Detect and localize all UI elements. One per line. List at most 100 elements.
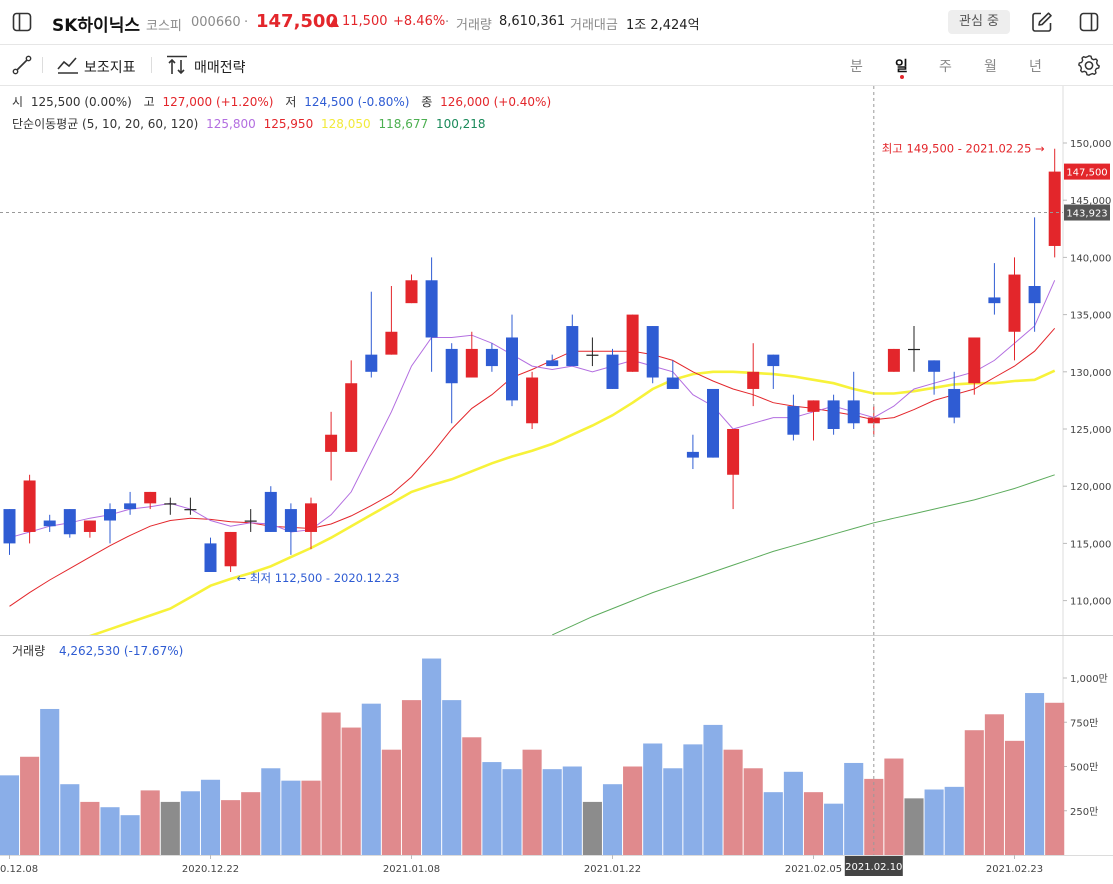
price-tick-label: 150,000 (1070, 139, 1111, 150)
volume-bar (301, 780, 321, 855)
candle-body (164, 503, 177, 505)
volume-bar (663, 768, 683, 855)
volume-info-value: 4,262,530 (-17.67%) (58, 644, 184, 658)
date-tick-label: 2020.12.08 (0, 864, 38, 875)
line-draw-icon[interactable] (12, 55, 32, 75)
price-tick-label: 130,000 (1070, 368, 1111, 379)
volume-bar (0, 775, 20, 855)
up-triangle-icon (329, 18, 339, 27)
crosshair-price-tag-label: 143,923 (1066, 209, 1107, 220)
low-value: 124,500 (-0.80%) (304, 95, 410, 109)
candle-body (485, 348, 498, 367)
period-year[interactable]: 년 (1029, 59, 1042, 75)
candle-body (686, 451, 699, 458)
volume-bar (602, 784, 623, 855)
stock-code: 000660 (191, 15, 241, 30)
crosshair-date-tag (844, 856, 903, 876)
high-value: 127,000 (+1.20%) (162, 95, 274, 109)
candle-body (807, 400, 820, 412)
candle-body (425, 280, 438, 338)
period-week[interactable]: 주 (939, 59, 952, 75)
price-chart[interactable]: 150,000 145,000 140,000 135,000 130,000 125,0… (0, 86, 1113, 884)
volume-bar (783, 771, 803, 855)
date-tick-label: 2021.02.05 (785, 864, 842, 875)
watchlist-button[interactable]: 관심 중 (948, 10, 1010, 34)
candle-body (1028, 286, 1041, 304)
candle-body (626, 314, 639, 372)
split-panel-icon[interactable] (1079, 12, 1099, 32)
candle-body (3, 509, 16, 544)
strategy-icon (167, 55, 187, 75)
sidebar-toggle-icon[interactable] (12, 12, 32, 32)
volume-bar (100, 807, 120, 855)
gear-icon[interactable] (1078, 54, 1100, 76)
candle-body (707, 388, 719, 458)
amount-label: 거래대금 (570, 18, 618, 33)
volume-bar (20, 756, 40, 855)
volume-bar (924, 789, 944, 855)
candle-body (144, 491, 157, 504)
candle-body (646, 326, 659, 378)
close-value: 126,000 (+0.40%) (440, 95, 552, 109)
ma120-value: 100,218 (435, 117, 486, 131)
low-annotation: ← 최저 112,500 - 2020.12.23 (237, 571, 400, 585)
volume-bar (562, 766, 582, 855)
strategy-button[interactable]: 매매전략 (194, 60, 246, 76)
candle-body (244, 520, 257, 522)
open-value: 125,500 (0.00%) (30, 95, 132, 109)
volume-bar (803, 792, 824, 855)
period-day[interactable]: 일 (895, 59, 908, 75)
volume-bar (844, 762, 864, 855)
candle-body (948, 388, 961, 418)
edit-icon[interactable] (1031, 11, 1053, 33)
volume-bar (582, 801, 602, 855)
candle-body (365, 354, 378, 372)
ma5-line (9, 280, 1056, 539)
candle-body (506, 337, 518, 401)
separator-dot: · (445, 15, 450, 30)
price-tick-label: 110,000 (1070, 597, 1111, 608)
candle-body (1008, 274, 1021, 332)
volume-bar (341, 727, 361, 855)
volume-bar (221, 800, 241, 855)
price-tick-label: 125,000 (1070, 425, 1111, 436)
price-tick-label: 140,000 (1070, 253, 1111, 264)
candle-body (104, 509, 116, 521)
volume-bar (522, 749, 542, 855)
price-tick-label: 115,000 (1070, 539, 1111, 550)
indicator-button[interactable]: 보조지표 (84, 60, 136, 76)
candle-body (465, 348, 478, 378)
candle-body (23, 480, 36, 532)
candle-body (928, 360, 941, 372)
price-change: 11,500 (342, 14, 388, 29)
volume-bar (703, 724, 723, 855)
candle-body (787, 406, 800, 435)
volume-bar (40, 708, 60, 855)
volume-bar (743, 768, 763, 855)
volume-bar (984, 714, 1004, 855)
candle-body (606, 354, 619, 389)
volume-bar (261, 768, 281, 855)
price-change-pct: +8.46% (393, 14, 446, 29)
candle-body (83, 520, 96, 532)
chart-toolbar: 보조지표 매매전략 분 일 주 월 년 (0, 45, 1113, 86)
candle-body (988, 297, 1001, 304)
candle-body (526, 377, 539, 424)
current-price-tag (1064, 163, 1110, 180)
candle-body (968, 337, 981, 384)
candle-body (184, 509, 197, 511)
ma10-line (9, 327, 1056, 607)
period-month[interactable]: 월 (984, 59, 997, 75)
period-minute[interactable]: 분 (850, 59, 863, 75)
amount-value: 1조 2,424억 (626, 18, 700, 33)
candle-body (887, 348, 900, 372)
ma10-value: 125,950 (263, 117, 314, 131)
volume-bar (241, 792, 261, 855)
current-price-tag-label: 147,500 (1066, 168, 1107, 179)
active-period-dot (900, 75, 904, 79)
volume-bar (683, 744, 703, 855)
candle-body (767, 354, 780, 367)
volume-bar (824, 803, 844, 855)
candle-body (546, 360, 559, 367)
volume-bar (482, 762, 502, 855)
